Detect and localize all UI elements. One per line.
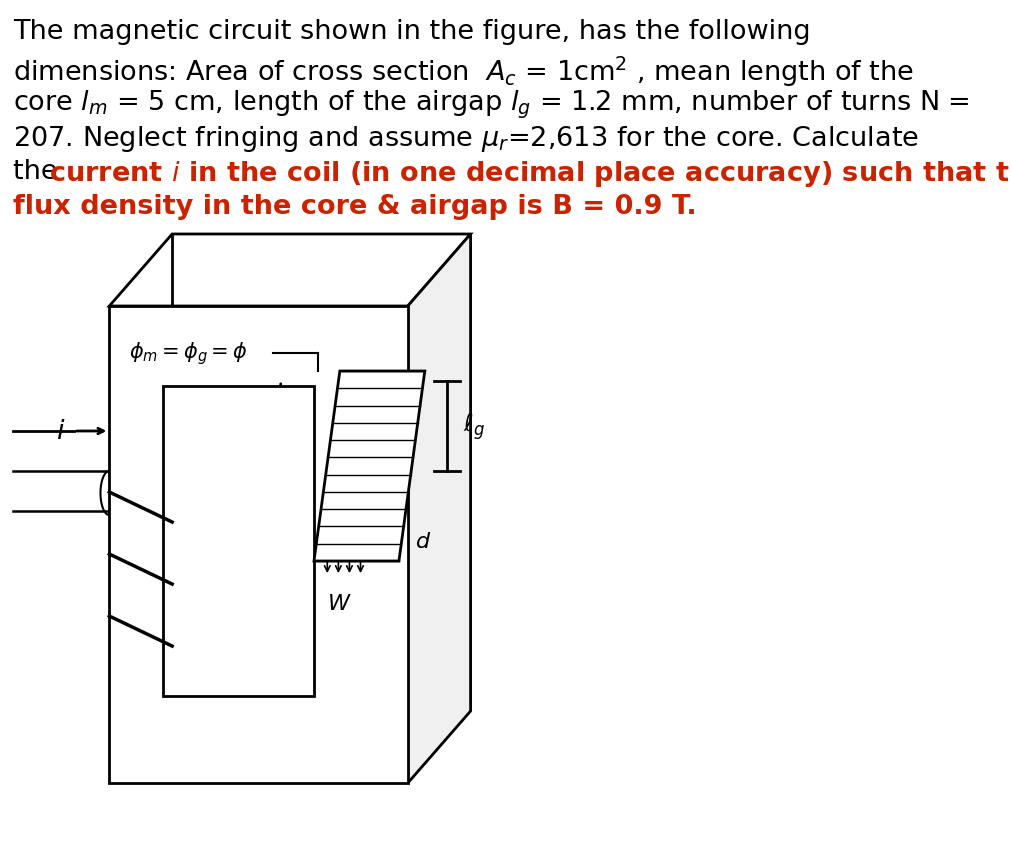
- Text: $\phi_m = \phi_g = \phi$: $\phi_m = \phi_g = \phi$: [129, 340, 248, 367]
- Text: $\ell_g$: $\ell_g$: [463, 412, 484, 442]
- Text: The magnetic circuit shown in the figure, has the following: The magnetic circuit shown in the figure…: [13, 19, 810, 45]
- Polygon shape: [109, 235, 470, 307]
- Polygon shape: [407, 235, 470, 784]
- Text: flux density in the core & airgap is B = 0.9 T.: flux density in the core & airgap is B =…: [13, 194, 697, 220]
- Polygon shape: [163, 387, 313, 697]
- Text: dimensions: Area of cross section  $A_c$ = 1cm$^2$ , mean length of the: dimensions: Area of cross section $A_c$ …: [13, 54, 913, 89]
- Text: $d$: $d$: [415, 531, 431, 551]
- Text: 207. Neglect fringing and assume $\mu_r$=2,613 for the core. Calculate: 207. Neglect fringing and assume $\mu_r$…: [13, 124, 918, 154]
- Text: the: the: [13, 158, 67, 185]
- Polygon shape: [313, 372, 425, 561]
- Polygon shape: [109, 307, 407, 784]
- Text: core $l_m$ = 5 cm, length of the airgap $l_g$ = 1.2 mm, number of turns N =: core $l_m$ = 5 cm, length of the airgap …: [13, 89, 970, 121]
- Text: $W$: $W$: [328, 593, 352, 613]
- Text: current $i$ in the coil (in one decimal place accuracy) such that the: current $i$ in the coil (in one decimal …: [49, 158, 1011, 189]
- Text: $i$: $i$: [56, 418, 65, 444]
